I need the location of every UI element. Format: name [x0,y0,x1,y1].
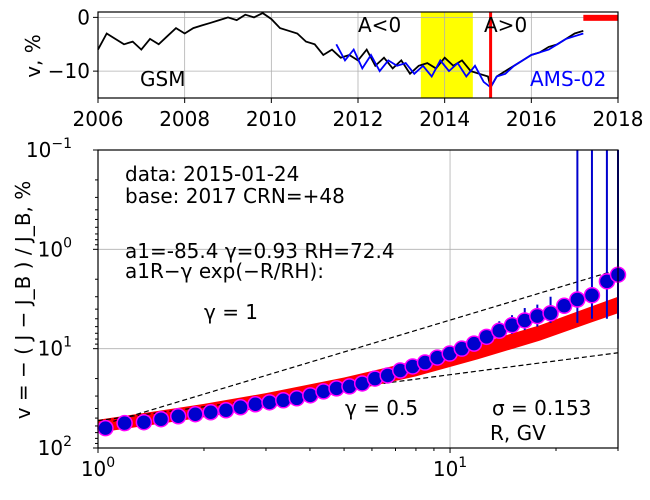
bottom-ytick-label: 100 [38,235,72,261]
text-data-line: data: 2015-01-24 [125,162,299,186]
data-point [261,394,278,411]
annotation-a-pos: A>0 [484,13,527,37]
bottom-xtick-label: 100 [81,455,115,481]
data-point [529,307,546,325]
bottom-ylabel: v = − ( J − J_B ) / J_B, % [11,181,35,420]
top-xtick-label: 2010 [246,107,297,131]
top-xtick-label: 2016 [506,107,557,131]
yellow-band [420,12,473,98]
bottom-ytick-label: 10−1 [26,136,72,162]
data-point [247,396,264,413]
top-ticks: 2006 2008 2010 2012 2014 2016 2018 0 −10 [48,5,644,131]
data-point [232,399,249,416]
top-series-group [97,12,584,90]
series-line-ams-02 [335,32,584,89]
top-panel: 2006 2008 2010 2012 2014 2016 2018 0 −10 v, % GS… [21,5,643,131]
bottom-xtick-label: 101 [433,455,467,481]
text-gamma05: γ = 0.5 [345,396,418,420]
top-xtick-label: 2008 [159,107,210,131]
annotation-gsm: GSM [140,67,185,91]
text-formula-line: a1R−γ exp(−R/RH): [125,259,324,283]
annotation-a-neg: A<0 [358,13,401,37]
top-ylabel: v, % [21,34,45,78]
bottom-grid [98,150,618,448]
top-ytick-label: 0 [77,5,90,29]
series-line-gsm [97,12,584,90]
data-point [569,291,586,308]
text-params-line: a1=-85.4 γ=0.93 RH=72.4 [125,239,395,263]
top-extras [489,12,618,98]
data-point [152,410,170,428]
text-sigma: σ = 0.153 [492,396,591,420]
bottom-axes-frame [97,149,619,449]
data-point [169,407,187,425]
data-point [542,304,559,322]
text-base-line: base: 2017 CRN=+48 [125,184,345,208]
bottom-dashed-lines [97,269,619,427]
bottom-points [97,266,627,437]
text-r-unit: R, GV [490,421,546,445]
data-point [217,402,235,419]
data-point [187,405,204,423]
dashed-line-1 [97,269,619,427]
data-point [555,297,573,315]
top-yellow-band [420,12,473,98]
top-xtick-label: 2006 [73,107,124,131]
red-bar [583,14,618,21]
data-point [116,414,133,432]
bottom-ytick-label: 102 [38,434,72,460]
data-point [97,419,114,437]
annotation-ams: AMS-02 [530,67,606,91]
data-point [465,335,483,352]
data-point [583,287,601,304]
data-point [288,390,306,407]
data-point [202,404,219,421]
bottom-ytick-label: 101 [38,335,72,361]
data-point [275,392,292,409]
top-ytick-label: −10 [48,59,90,83]
top-xtick-label: 2018 [593,107,644,131]
top-xtick-label: 2012 [333,107,384,131]
bottom-panel: 100 101 10−1 100 101 102 v = − ( J − J_B ) / … [11,136,627,481]
text-gamma1: γ = 1 [204,300,258,324]
top-xtick-label: 2014 [419,107,470,131]
data-point [135,413,153,431]
